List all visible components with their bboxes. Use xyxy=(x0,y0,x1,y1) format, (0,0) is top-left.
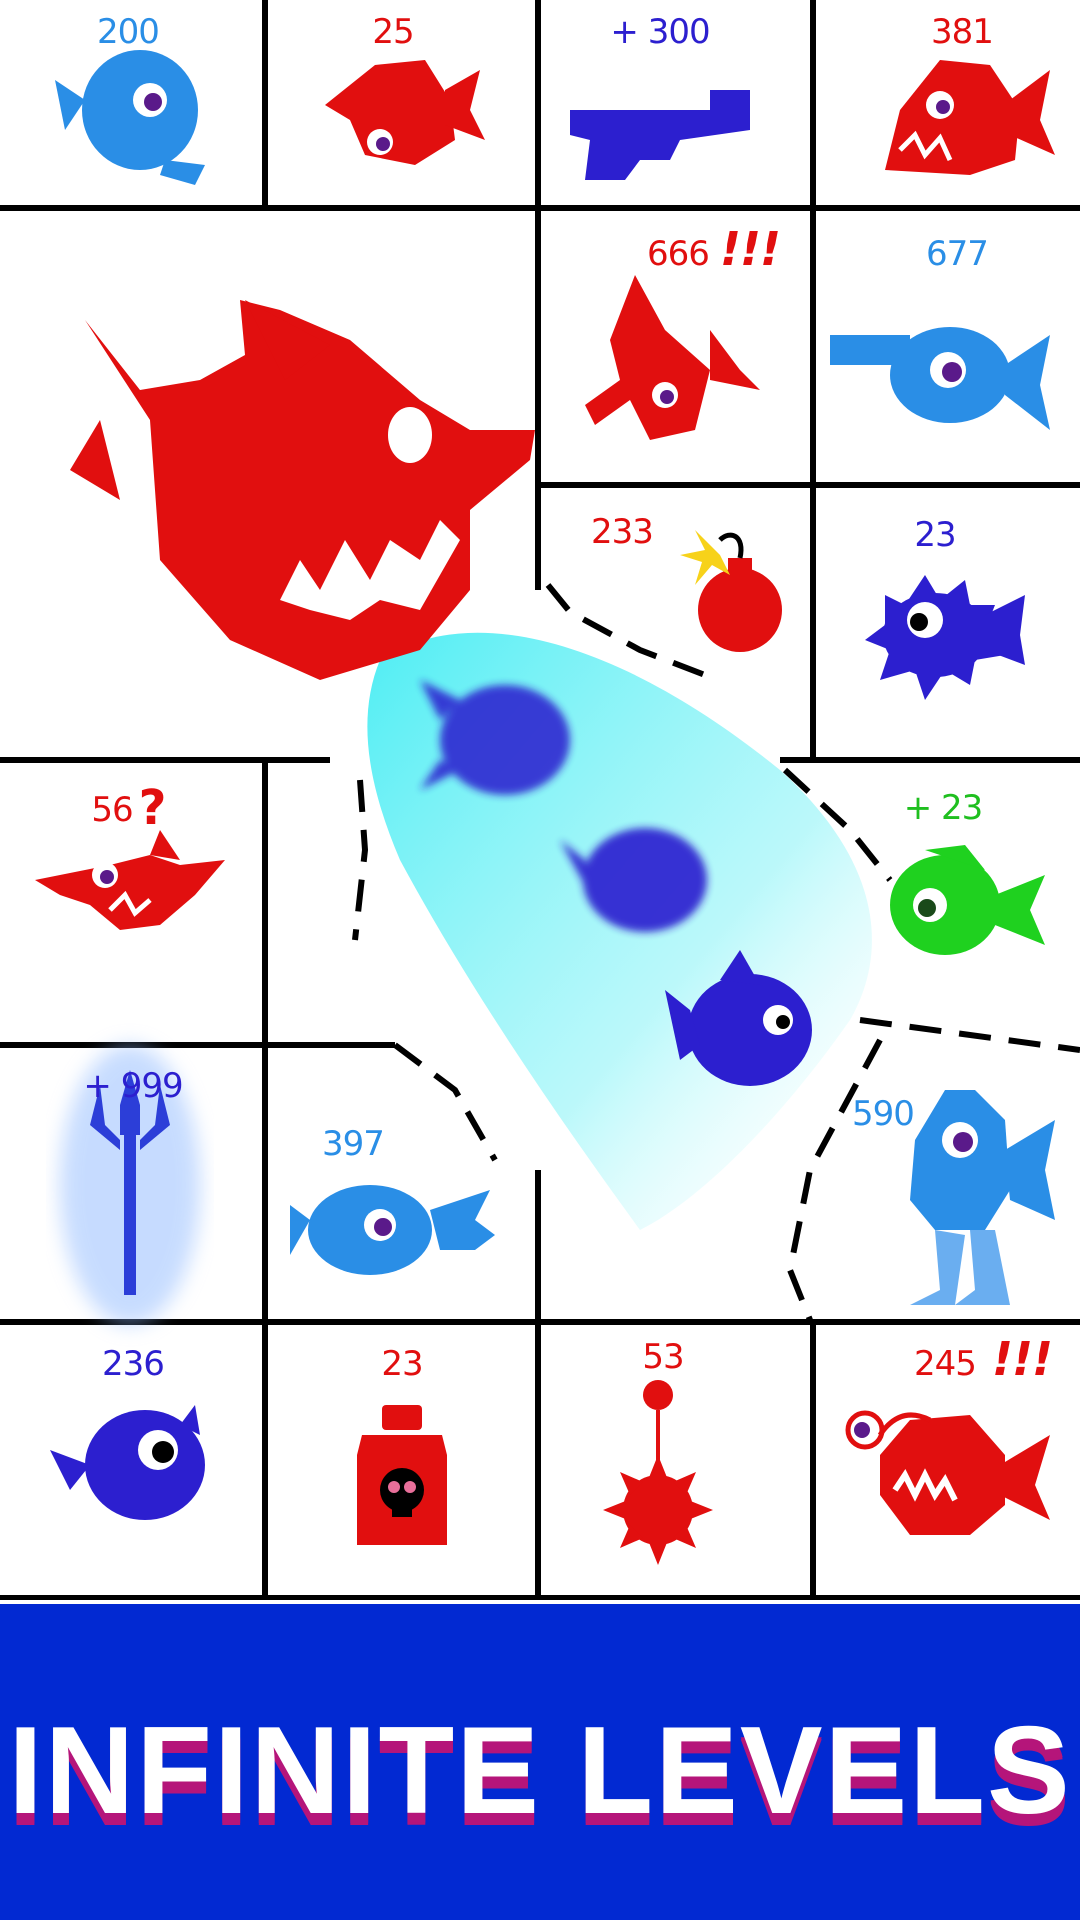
cell-extra-label: !!! xyxy=(720,222,781,276)
navy-fish-icon xyxy=(50,1405,205,1520)
cell-value-label: 56 xyxy=(91,790,133,830)
giant-red-shark-icon xyxy=(70,300,535,680)
cell-value-label: 23 xyxy=(381,1344,423,1384)
cell-value-label: 53 xyxy=(642,1337,684,1377)
spiked-mine-icon xyxy=(603,1380,713,1565)
navy-pufferfish-icon xyxy=(865,575,1025,700)
cell-value-label: 236 xyxy=(102,1344,165,1384)
board-canvas xyxy=(0,0,1080,1600)
cell-value-label: 590 xyxy=(852,1094,915,1134)
promo-banner xyxy=(0,1604,1080,1920)
poison-bottle-icon xyxy=(357,1405,447,1545)
cell-value-label: 233 xyxy=(591,512,654,552)
cell-extra-label: ? xyxy=(138,780,167,836)
cell-value-label: 200 xyxy=(97,12,160,52)
banner-title: INFINITE LEVELS xyxy=(8,1702,1072,1840)
cell-value-label: 666 xyxy=(647,234,710,274)
grid-lines xyxy=(0,0,1080,1600)
cell-value-label: 677 xyxy=(926,234,989,274)
speed-trail xyxy=(367,632,872,1230)
cell-value-label: + 999 xyxy=(83,1066,183,1106)
revolver-icon xyxy=(570,90,750,180)
red-hammerhead-icon xyxy=(35,830,225,930)
cell-value-label: + 300 xyxy=(610,12,710,52)
cell-value-label: 23 xyxy=(914,515,956,555)
bomb-icon xyxy=(680,530,782,652)
red-fish-icon xyxy=(325,60,485,165)
game-board: 200 25 + 300 381 666 !!! 677 233 23 56 ?… xyxy=(0,0,1080,1600)
red-anglerfish-icon xyxy=(845,1410,1050,1535)
green-fish-icon xyxy=(890,845,1045,955)
player-piranha-school[interactable] xyxy=(420,680,812,1086)
cell-value-label: 245 xyxy=(914,1344,977,1384)
red-shark-icon xyxy=(585,275,760,440)
cell-value-label: + 23 xyxy=(903,788,984,828)
blue-trident-fish-icon xyxy=(290,1185,495,1275)
trident-icon xyxy=(60,1045,200,1325)
cell-extra-label: !!! xyxy=(992,1332,1053,1386)
cell-value-label: 397 xyxy=(322,1124,385,1164)
cell-value-label: 381 xyxy=(931,12,994,52)
broken-walls xyxy=(352,583,1080,1322)
red-piranha-icon xyxy=(885,60,1055,175)
blue-fish-icon xyxy=(55,50,205,185)
blue-chainsaw-fish-icon xyxy=(830,327,1050,430)
cell-value-label: 25 xyxy=(372,12,414,52)
blue-walking-fish-icon xyxy=(910,1090,1055,1305)
